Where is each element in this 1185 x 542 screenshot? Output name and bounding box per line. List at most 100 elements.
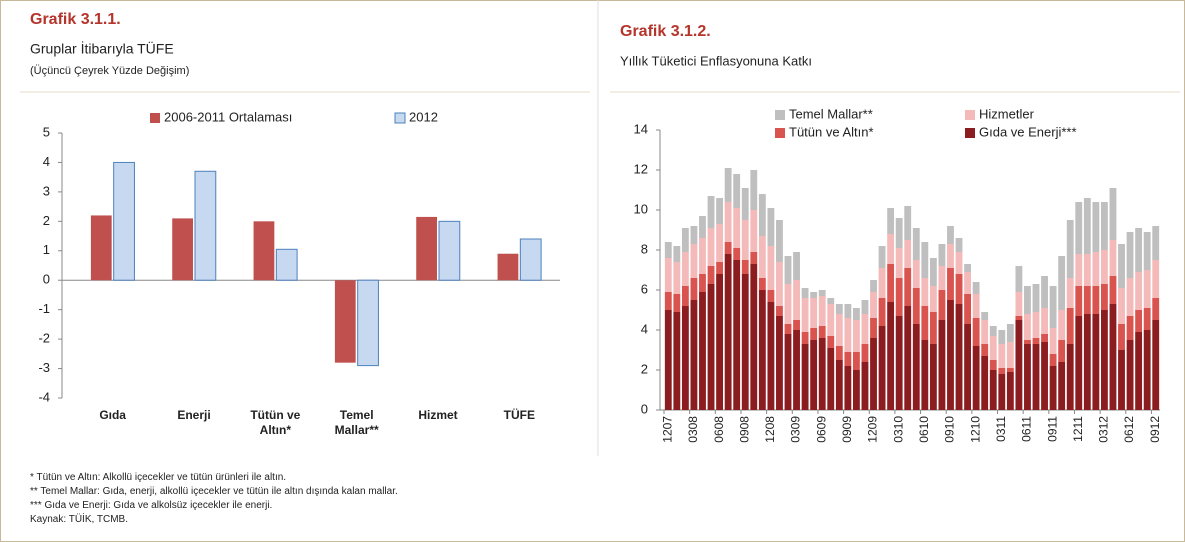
y-tick-label: 2 — [43, 213, 50, 228]
footnote: ** Temel Mallar: Gıda, enerji, alkollü i… — [30, 486, 398, 497]
bar-segment — [1006, 372, 1014, 410]
bar-segment — [776, 262, 783, 306]
bar-segment — [861, 314, 869, 344]
bar-segment — [1032, 312, 1040, 338]
bar-segment — [1143, 270, 1151, 308]
bar-segment — [989, 360, 997, 370]
bar-segment — [1135, 272, 1143, 310]
bar-segment — [1118, 288, 1125, 324]
bar-segment — [801, 288, 809, 298]
bar-segment — [972, 318, 980, 346]
bar-segment — [767, 246, 775, 290]
bar-segment — [964, 324, 972, 410]
bar-segment — [767, 302, 775, 410]
bar-segment — [895, 278, 903, 316]
bar-segment — [1152, 320, 1160, 410]
x-tick-label: Hizmet — [418, 408, 458, 422]
bar-segment — [690, 244, 698, 278]
bar-segment — [964, 264, 972, 272]
bar-segment — [972, 294, 980, 318]
bar-segment — [750, 170, 758, 210]
bar-segment — [741, 188, 749, 220]
bar-segment — [1066, 308, 1074, 344]
bar-segment — [681, 252, 689, 286]
bar-segment — [758, 278, 766, 290]
x-tick-label: Enerji — [177, 408, 211, 422]
bar-segment — [1109, 304, 1117, 410]
bar-segment — [955, 252, 963, 274]
bar-segment — [741, 274, 749, 410]
bar-segment — [801, 332, 809, 344]
bar-segment — [724, 202, 732, 242]
bar-segment — [1126, 232, 1134, 278]
bar-segment — [998, 344, 1006, 368]
bar-segment — [681, 228, 689, 252]
bar-segment — [758, 236, 766, 278]
x-tick-label: 0909 — [840, 416, 854, 443]
bar-segment — [1092, 202, 1100, 252]
bar-segment — [810, 298, 818, 328]
bar-segment — [964, 294, 972, 324]
bar-segment — [699, 292, 706, 410]
bar-segment — [750, 252, 758, 264]
legend-label: 2012 — [409, 109, 438, 124]
bar-segment — [861, 300, 869, 314]
bar-segment — [733, 174, 741, 208]
bar-segment — [784, 256, 792, 284]
bar-segment — [1058, 310, 1066, 340]
bar-segment — [989, 336, 997, 360]
bar-segment — [716, 224, 724, 262]
bar-segment — [1118, 324, 1125, 350]
bar-segment — [1126, 340, 1134, 410]
bar-segment — [1041, 334, 1048, 342]
bar-segment — [1109, 276, 1117, 304]
bar-segment — [1066, 344, 1074, 410]
y-tick-label: 14 — [634, 121, 648, 136]
bar-segment — [1024, 344, 1031, 410]
bar-segment — [938, 244, 946, 266]
bar — [253, 221, 275, 281]
bar-segment — [870, 318, 877, 338]
bar-segment — [1015, 292, 1023, 316]
bar — [172, 218, 193, 281]
bar-segment — [1126, 316, 1134, 340]
bar-segment — [835, 360, 843, 410]
bar-segment — [870, 280, 877, 292]
bar-segment — [681, 306, 689, 410]
bar-segment — [852, 308, 860, 320]
bar-segment — [741, 220, 749, 260]
x-tick-label: 0609 — [814, 416, 828, 443]
bar-segment — [1075, 254, 1083, 286]
x-tick-label: 0608 — [712, 416, 726, 443]
bar-segment — [1024, 314, 1031, 340]
bar-segment — [733, 260, 741, 410]
legend-swatch — [775, 128, 785, 138]
bar-segment — [827, 298, 835, 304]
bar-segment — [912, 324, 920, 410]
bar-segment — [750, 264, 758, 410]
bar-segment — [818, 290, 826, 296]
bar-segment — [776, 316, 783, 410]
y-tick-label: 4 — [43, 154, 50, 169]
bar-segment — [938, 266, 946, 290]
bar-segment — [1024, 340, 1031, 344]
chart-subtitle: (Üçüncü Çeyrek Yüzde Değişim) — [30, 65, 189, 77]
bar-segment — [844, 366, 852, 410]
footnote: *** Gıda ve Enerji: Gıda ve alkolsüz içe… — [30, 500, 273, 511]
bar-segment — [1143, 330, 1151, 410]
legend-label: Temel Mallar** — [789, 106, 873, 121]
bar-segment — [912, 228, 920, 260]
bar-segment — [776, 306, 783, 316]
bar-segment — [758, 290, 766, 410]
bar-segment — [895, 316, 903, 410]
y-tick-label: 2 — [641, 361, 648, 376]
bar-segment — [852, 352, 860, 370]
bar-segment — [870, 292, 877, 318]
bar-segment — [835, 346, 843, 360]
bar-segment — [1083, 314, 1091, 410]
bar-segment — [793, 280, 800, 320]
bar-segment — [1083, 198, 1091, 254]
bar-segment — [964, 272, 972, 294]
bar-segment — [1143, 308, 1151, 330]
